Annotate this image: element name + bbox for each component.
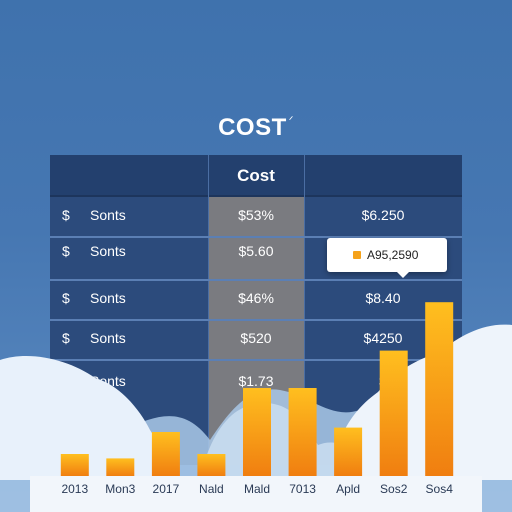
x-tick-label-0: 2013 <box>61 482 88 496</box>
x-tick-label-5: 7013 <box>289 482 316 496</box>
bar-5 <box>288 388 317 476</box>
currency-symbol: $ <box>62 330 70 346</box>
bar-1 <box>106 458 135 476</box>
title-superscript: ᐟ <box>288 115 294 127</box>
x-tick-label-4: Mald <box>244 482 270 496</box>
row-value-cost: $46% <box>238 290 274 306</box>
table-row: $ Sonts $53% $6.250 <box>50 195 462 238</box>
table-row: $ Sonts $520 $4250 <box>50 318 462 361</box>
row-value-cost: $5.60 <box>238 243 274 259</box>
chart-title: COST ᐟ <box>0 114 512 142</box>
column-divider <box>208 155 209 465</box>
table-row: $ Sonts $46% $8.40 <box>50 278 462 321</box>
row-value-cost: $520 <box>240 330 272 346</box>
tooltip-text: A95,2590 <box>367 248 419 262</box>
tooltip-color-swatch <box>353 251 361 259</box>
row-value-cost: $1.73 <box>238 373 274 389</box>
row-divider <box>50 359 462 361</box>
value-tooltip: A95,2590 <box>327 238 447 278</box>
bar-0 <box>60 454 89 476</box>
chart-baseline-band <box>30 476 482 512</box>
header-cost: Cost <box>237 166 275 185</box>
table-row: $ Sonts $5.60 <box>50 231 462 281</box>
bar-8 <box>425 302 454 476</box>
x-tick-label-8: Sos4 <box>426 482 454 496</box>
x-tick-label-2: 2017 <box>153 482 180 496</box>
bar-4 <box>243 388 271 476</box>
row-divider <box>50 236 462 238</box>
x-tick-label-1: Mon3 <box>105 482 135 496</box>
x-tick-label-3: Nald <box>199 482 224 496</box>
row-value-cost: $53% <box>238 207 274 223</box>
bar-7 <box>379 350 408 476</box>
currency-symbol: $ <box>62 243 70 259</box>
row-label: Sonts <box>90 290 126 306</box>
tooltip-pointer <box>397 272 409 278</box>
cloud-left <box>0 356 162 480</box>
title-text: COST <box>218 114 287 141</box>
table-header: Cost <box>50 155 462 197</box>
row-label: Sonts <box>90 207 126 223</box>
bars-group <box>60 302 454 476</box>
bar-6 <box>334 427 363 476</box>
bar-3 <box>197 454 226 476</box>
x-tick-label-6: Apld <box>336 482 360 496</box>
currency-symbol: $ <box>62 290 70 306</box>
row-value-total: $6.250 <box>361 207 405 223</box>
column-divider <box>304 155 305 465</box>
row-value-total: $4250 <box>363 330 403 346</box>
currency-symbol: $ <box>62 207 70 223</box>
x-tick-label-7: Sos2 <box>380 482 408 496</box>
cloud-right <box>337 324 512 480</box>
row-divider <box>50 279 462 281</box>
bar-2 <box>151 432 180 476</box>
row-divider <box>50 319 462 321</box>
x-axis-labels: 2013 Mon3 2017 Nald Mald 7013 Apld Sos2 Sos4 <box>61 482 453 496</box>
row-label: Sonts <box>90 330 126 346</box>
row-value-total: $8.40 <box>365 290 401 306</box>
row-label: Sonts <box>90 243 126 259</box>
